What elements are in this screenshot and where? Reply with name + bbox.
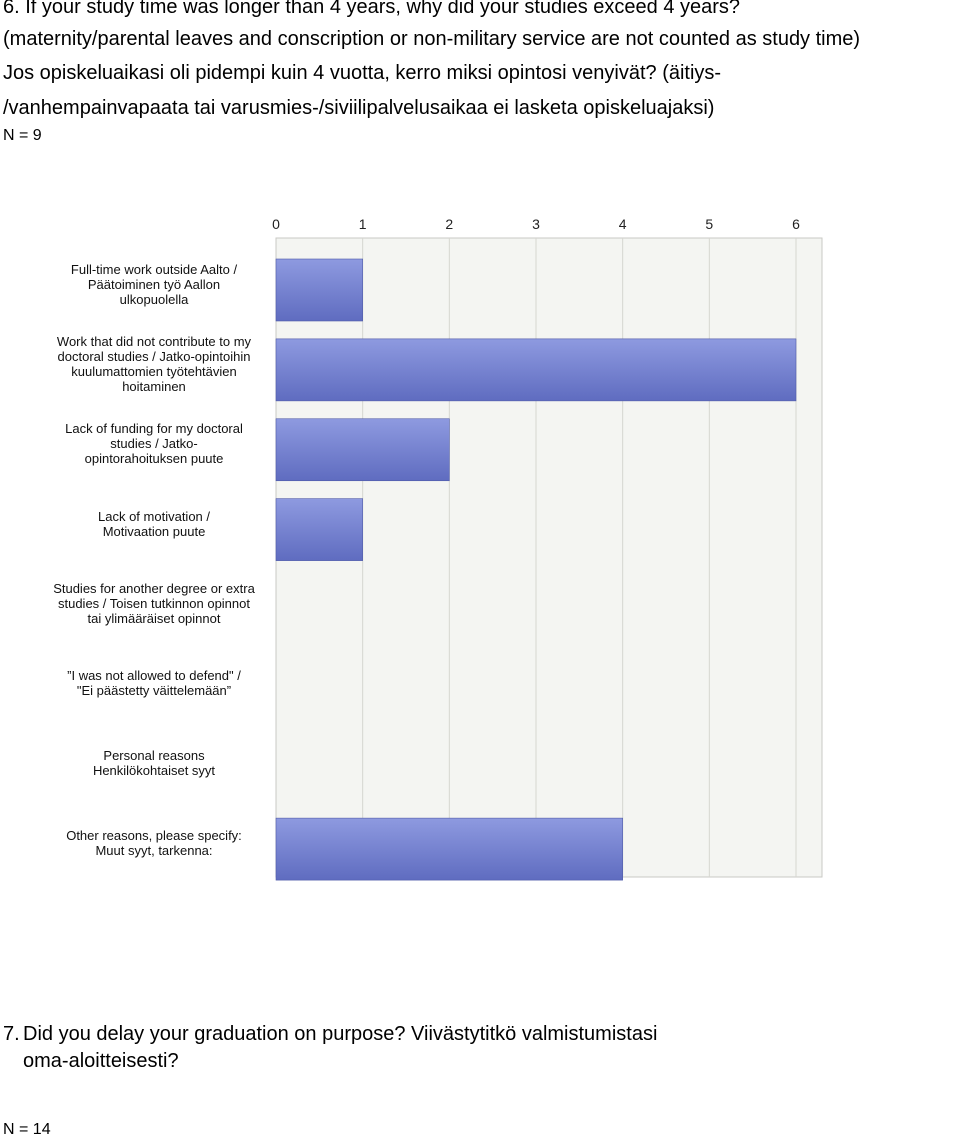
category-label-line: "Ei päästetty väittelemään”: [76, 683, 232, 699]
question-7-line-1: Did you delay your graduation on purpose…: [23, 1023, 658, 1045]
category-label-line: Personal reasons: [103, 748, 205, 764]
category-label-line: tai ylimääräiset opinnot: [87, 611, 221, 626]
question-7-number: 7.: [3, 1023, 20, 1045]
category-label-line: Motivaation puute: [102, 523, 206, 539]
category-label: Lack of motivation / Motivaation puute: [20, 509, 288, 539]
category-label-line: Studies for another degree or extra: [53, 581, 255, 596]
category-label-line: ”I was not allowed to defend" /: [67, 668, 241, 684]
x-tick-label: 2: [445, 216, 453, 232]
category-label-line: Lack of funding for my doctoral: [65, 421, 243, 437]
x-tick-label: 4: [619, 216, 627, 232]
category-label: Studies for another degree or extra studi…: [20, 581, 288, 626]
bar: [275, 338, 797, 402]
category-label-line: ulkopuolella: [119, 291, 189, 307]
question-6-line-3: Jos opiskeluaikasi oli pidempi kuin 4 vu…: [3, 62, 722, 84]
question-7-line-2: oma-aloitteisesti?: [23, 1050, 179, 1072]
category-label: Personal reasons Henkilökohtaiset syyt: [20, 748, 288, 778]
bar: [275, 817, 623, 881]
x-tick-label: 6: [792, 216, 800, 232]
category-label-line: Muut syyt, tarkenna:: [95, 843, 213, 859]
bar: [275, 258, 363, 322]
category-label: Full-time work outside Aalto / Päätoimine…: [20, 262, 288, 307]
bar: [275, 498, 363, 561]
x-tick-label: 5: [705, 216, 713, 232]
category-label: Work that did not contribute to my doctor…: [20, 334, 288, 394]
category-label: Lack of funding for my doctoral studies /…: [20, 421, 288, 466]
question-7-title: 7. Did you delay your graduation on purp…: [3, 1021, 943, 1081]
category-label-line: doctoral studies / Jatko-opintoihin: [57, 348, 251, 364]
x-tick-label: 3: [532, 216, 540, 232]
x-tick-label: 0: [272, 216, 280, 232]
category-label-line: hoitaminen: [122, 378, 186, 394]
question-6-line-4: /vanhempainvapaata tai varusmies-/siviil…: [3, 97, 715, 119]
question-7-n-count: N = 14: [3, 1121, 51, 1138]
category-label: ”I was not allowed to defend" / "Ei pääst…: [20, 668, 288, 698]
category-label-line: Other reasons, please specify:: [66, 828, 242, 844]
category-label-line: Full-time work outside Aalto /: [70, 261, 238, 277]
bar: [275, 418, 450, 482]
category-label: Other reasons, please specify: Muut syyt,…: [20, 828, 288, 858]
question-6-line-1: 6. If your study time was longer than 4 …: [3, 0, 741, 18]
question-6-line-2: (maternity/parental leaves and conscript…: [3, 28, 861, 50]
category-label-line: studies / Jatko-: [110, 436, 198, 452]
question-6-n-count: N = 9: [3, 127, 42, 144]
category-label-line: Henkilökohtaiset syyt: [92, 763, 216, 779]
category-label-line: Päätoiminen työ Aallon: [87, 276, 221, 292]
category-label-line: kuulumattomien työtehtävien: [71, 363, 237, 379]
category-label-line: studies / Toisen tutkinnon opinnot: [57, 596, 250, 611]
x-tick-label: 1: [359, 216, 367, 232]
category-label-line: Work that did not contribute to my: [56, 333, 252, 349]
category-label-line: Lack of motivation /: [98, 508, 210, 524]
category-label-line: opintorahoituksen puute: [84, 451, 224, 467]
